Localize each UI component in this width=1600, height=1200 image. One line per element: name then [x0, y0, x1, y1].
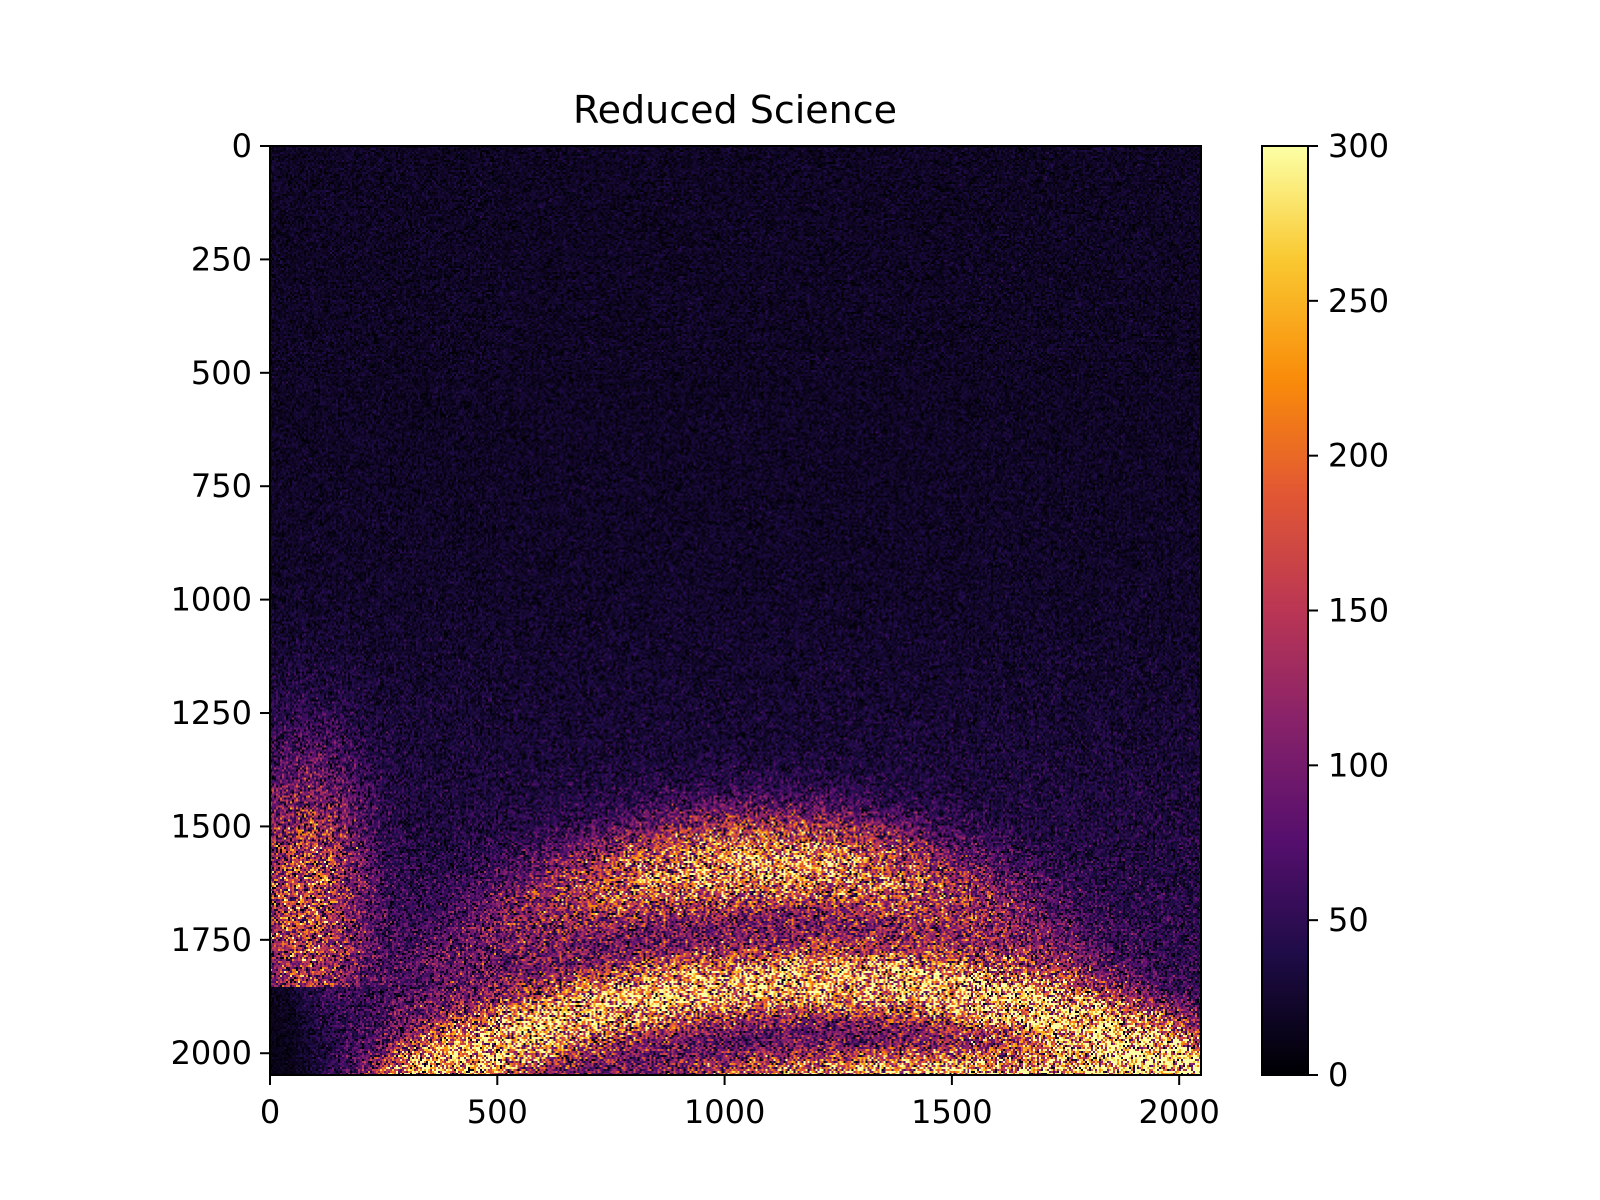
colorbar-tick-label: 250: [1328, 282, 1389, 320]
y-tick-label: 1250: [171, 694, 252, 732]
y-tick-label: 500: [191, 354, 252, 392]
heatmap-image: [270, 146, 1201, 1075]
x-tick-label: 1000: [684, 1093, 765, 1131]
colorbar-tick-label: 0: [1328, 1056, 1348, 1094]
y-tick-label: 1750: [171, 921, 252, 959]
colorbar-tick-label: 100: [1328, 746, 1389, 784]
y-axis-ticks: 0 250 500 750 1000 1250 1500 1750 2000: [171, 127, 270, 1072]
colorbar-tick-label: 200: [1328, 437, 1389, 475]
y-tick-label: 1500: [171, 807, 252, 845]
y-tick-label: 2000: [171, 1034, 252, 1072]
x-tick-label: 500: [467, 1093, 528, 1131]
x-tick-label: 0: [260, 1093, 280, 1131]
y-tick-label: 1000: [171, 581, 252, 619]
x-tick-label: 1500: [911, 1093, 992, 1131]
y-tick-label: 750: [191, 467, 252, 505]
chart-title: Reduced Science: [573, 88, 897, 132]
plot-frame: [269, 145, 1202, 1076]
colorbar-frame: [1261, 145, 1309, 1076]
colorbar-ticks: 0 50 100 150 200 250 300: [1308, 127, 1389, 1094]
y-tick-label: 0: [232, 127, 252, 165]
x-tick-label: 2000: [1138, 1093, 1219, 1131]
x-axis-ticks: 0 500 1000 1500 2000: [260, 1075, 1220, 1131]
colorbar-tick-label: 300: [1328, 127, 1389, 165]
colorbar-tick-label: 50: [1328, 901, 1369, 939]
colorbar-tick-label: 150: [1328, 592, 1389, 630]
colorbar-gradient: [1262, 146, 1308, 1075]
y-tick-label: 250: [191, 240, 252, 278]
